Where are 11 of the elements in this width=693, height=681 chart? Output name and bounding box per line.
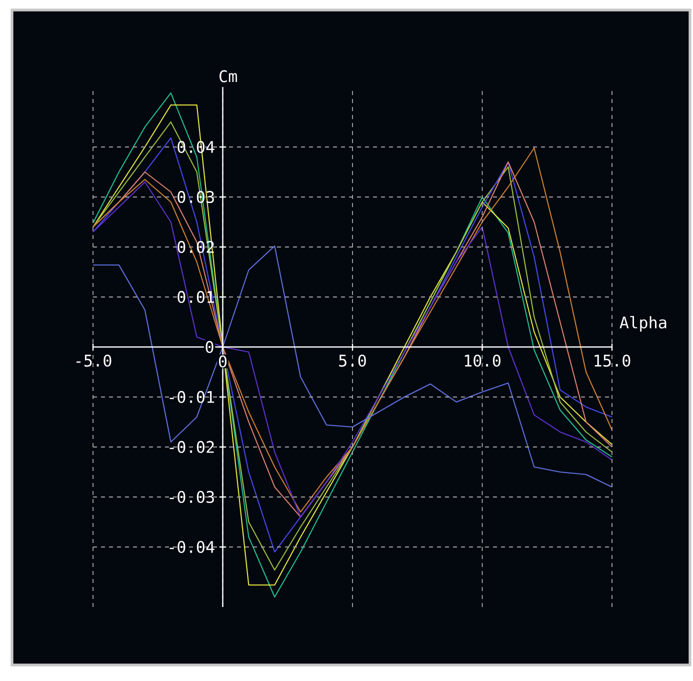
x-tick-label: 15.0 [594, 354, 630, 367]
y-axis-title: Cm [220, 70, 237, 82]
x-axis-title: Alpha [620, 316, 666, 332]
x-tick-label: 10.0 [464, 354, 500, 367]
y-tick-label: -0.02 [170, 440, 214, 454]
x-tick-label: 5.0 [339, 354, 366, 367]
y-tick-label: -0.04 [170, 540, 214, 554]
x-tick-label: 0 [218, 355, 227, 368]
y-tick-label: -0.03 [170, 490, 214, 504]
y-tick-label: 0 [206, 340, 214, 354]
x-tick-label: -5.0 [76, 354, 112, 367]
